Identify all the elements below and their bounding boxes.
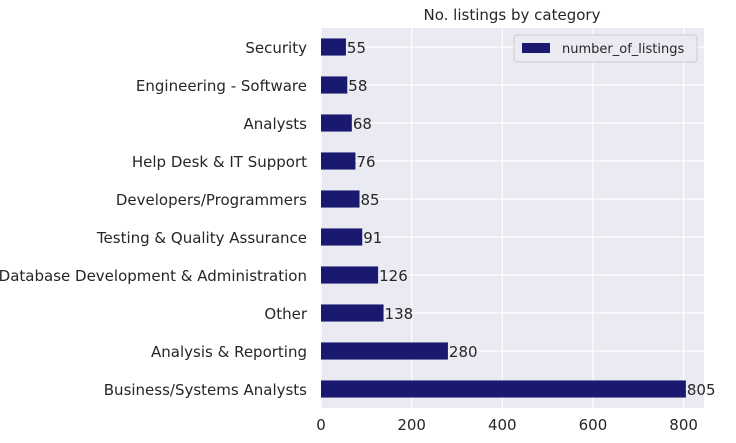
bar: [321, 304, 384, 322]
y-tick-label: Other: [264, 305, 307, 323]
y-tick-label: Testing & Quality Assurance: [96, 229, 307, 247]
bar: [321, 380, 686, 398]
y-tick-label: Database Development & Administration: [0, 267, 307, 285]
bar-value-label: 55: [347, 39, 366, 57]
x-tick-label: 800: [669, 416, 698, 434]
y-tick-label: Analysts: [243, 115, 307, 133]
bar-value-label: 91: [363, 229, 382, 247]
bar-value-label: 138: [385, 305, 414, 323]
y-tick-label: Business/Systems Analysts: [104, 381, 307, 399]
bar-value-label: 805: [687, 381, 716, 399]
chart-title: No. listings by category: [424, 6, 601, 24]
bar: [321, 114, 352, 132]
x-tick-label: 400: [488, 416, 517, 434]
bar-value-label: 76: [356, 153, 375, 171]
y-tick-label: Security: [245, 39, 307, 57]
y-tick-label: Developers/Programmers: [116, 191, 307, 209]
legend-label: number_of_listings: [562, 42, 684, 57]
bar-value-label: 126: [379, 267, 408, 285]
bar: [321, 266, 379, 284]
legend-box: [513, 34, 698, 63]
legend-swatch: [522, 43, 550, 53]
y-tick-label: Analysis & Reporting: [151, 343, 307, 361]
bar-value-label: 68: [353, 115, 372, 133]
bar: [321, 152, 356, 170]
y-tick-label: Engineering - Software: [136, 77, 307, 95]
gridlines: [320, 28, 704, 408]
bar: [321, 38, 346, 56]
x-tick-label: 200: [397, 416, 426, 434]
bar: [321, 228, 363, 246]
bar: [321, 342, 448, 360]
data-labels: 805 280 138 126 91 85 76 68 58 55: [347, 39, 716, 399]
legend: number_of_listings: [513, 34, 698, 63]
bar-value-label: 58: [348, 77, 367, 95]
x-tick-labels: 0 200 400 600 800: [316, 416, 698, 434]
bars: [321, 38, 686, 398]
x-tick-label: 0: [316, 416, 326, 434]
bar-value-label: 85: [361, 191, 380, 209]
y-tick-labels: Business/Systems Analysts Analysis & Repo…: [0, 39, 308, 399]
y-tick-label: Help Desk & IT Support: [132, 153, 307, 171]
bar: [321, 76, 348, 94]
bar-value-label: 280: [449, 343, 478, 361]
bar: [321, 190, 360, 208]
x-tick-label: 600: [579, 416, 608, 434]
